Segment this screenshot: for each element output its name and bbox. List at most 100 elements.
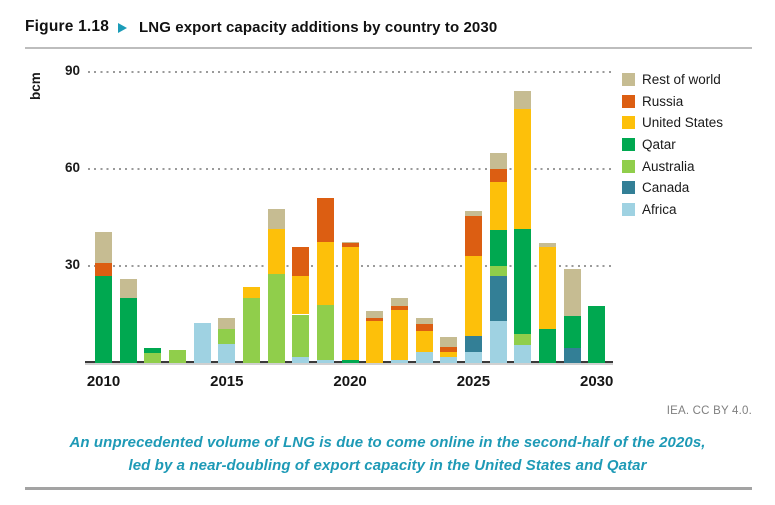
bar-2024-united-states	[440, 351, 458, 357]
bar-2022-united-states	[390, 309, 408, 360]
bar-2025-russia	[464, 215, 482, 257]
bar-2027-united-states	[514, 109, 532, 229]
legend-swatch-icon	[622, 94, 635, 108]
bar-2029-qatar	[563, 316, 581, 349]
legend-swatch-icon	[622, 138, 635, 152]
bar-2019-russia	[316, 198, 334, 242]
bar-2024-russia	[440, 346, 458, 352]
bar-2025-africa	[464, 351, 482, 363]
bar-2020-russia	[341, 243, 359, 247]
bar-2019-australia	[316, 304, 334, 360]
bar-2027-africa	[514, 345, 532, 363]
bar-2027-rest-of-world	[514, 91, 532, 110]
bar-2027-australia	[514, 333, 532, 346]
bar-2021-rest-of-world	[366, 311, 384, 318]
legend-swatch-icon	[622, 159, 635, 173]
caption-line-1: An unprecedented volume of LNG is due to…	[69, 434, 706, 451]
bar-2022-russia	[390, 306, 408, 310]
legend-label: Rest of world	[642, 72, 721, 88]
bar-2026-australia	[489, 266, 507, 276]
caption-line-2: led by a near-doubling of export capacit…	[128, 457, 647, 474]
y-tick-90: 90	[64, 63, 80, 78]
x-tick-2020: 2020	[333, 373, 367, 390]
bar-2010-qatar	[95, 275, 112, 363]
x-tick-2030: 2030	[580, 373, 614, 390]
legend-swatch-icon	[622, 202, 635, 216]
bar-2026-canada	[489, 275, 507, 321]
bar-2022-rest-of-world	[390, 298, 408, 307]
bar-2015-africa	[218, 343, 236, 363]
bar-2015-australia	[218, 329, 236, 344]
y-tick-30: 30	[64, 257, 80, 272]
bar-2019-united-states	[316, 241, 334, 305]
bar-2021-united-states	[366, 320, 384, 363]
legend-label: United States	[642, 115, 724, 131]
figure-header: Figure 1.18 LNG export capacity addition…	[25, 15, 497, 39]
bar-2020-rest-of-world	[341, 241, 359, 244]
figure-caption: An unprecedented volume of LNG is due to…	[0, 431, 775, 477]
bar-2024-africa	[440, 356, 458, 363]
top-divider	[25, 47, 752, 49]
bar-2029-rest-of-world	[563, 269, 581, 317]
bar-2018-australia	[292, 314, 310, 357]
bar-2020-qatar	[341, 359, 359, 363]
bar-2023-united-states	[415, 330, 433, 352]
legend-item-russia: Russia	[622, 91, 723, 113]
bar-2012-australia	[144, 353, 162, 363]
license-text: IEA. CC BY 4.0.	[666, 405, 752, 417]
bar-2016-united-states	[242, 287, 260, 299]
chart-legend: Rest of world Russia United States Qatar Aus…	[622, 69, 723, 220]
bar-2012-qatar	[144, 348, 162, 354]
bar-2023-africa	[415, 351, 433, 363]
bar-2018-africa	[292, 356, 310, 363]
figure-label: Figure 1.18	[25, 18, 110, 35]
bottom-divider	[25, 487, 752, 490]
bar-2026-russia	[489, 169, 507, 182]
bar-2022-africa	[390, 359, 408, 363]
bar-2013-australia	[168, 350, 186, 363]
bar-2027-qatar	[514, 228, 532, 334]
legend-swatch-icon	[622, 73, 635, 87]
y-axis-label: bcm	[28, 72, 43, 100]
bar-2030-qatar	[588, 306, 606, 363]
legend-item-united-states: United States	[622, 112, 723, 134]
bar-2029-canada	[563, 348, 581, 363]
bar-2026-rest-of-world	[489, 152, 507, 169]
bar-2019-africa	[316, 359, 334, 363]
legend-item-qatar: Qatar	[622, 134, 723, 156]
bar-2017-rest-of-world	[267, 209, 285, 229]
bar-2026-qatar	[489, 230, 507, 266]
legend-label: Africa	[642, 201, 677, 217]
legend-label: Russia	[642, 93, 684, 109]
gridline-90	[88, 71, 612, 73]
legend-item-rest-of-world: Rest of world	[622, 69, 723, 91]
bar-2028-qatar	[538, 329, 556, 363]
bar-2017-united-states	[267, 228, 285, 275]
bar-2028-united-states	[538, 246, 556, 330]
bar-2017-australia	[267, 274, 285, 363]
bar-2023-rest-of-world	[415, 317, 433, 325]
x-tick-2015: 2015	[210, 373, 244, 390]
bar-2026-africa	[489, 320, 507, 363]
bar-2011-qatar	[119, 298, 137, 363]
bar-2010-rest-of-world	[95, 232, 112, 263]
bar-2018-russia	[292, 246, 310, 276]
x-tick-2010: 2010	[86, 373, 121, 390]
bar-2018-united-states	[292, 275, 310, 315]
bar-2011-rest-of-world	[119, 278, 137, 299]
figure-title: LNG export capacity additions by country…	[139, 18, 498, 36]
bar-2026-united-states	[489, 181, 507, 231]
bar-2025-united-states	[464, 256, 482, 336]
figure-marker-icon	[118, 22, 128, 33]
legend-label: Canada	[642, 180, 690, 196]
bar-2010-russia	[95, 262, 112, 276]
legend-item-canada: Canada	[622, 177, 723, 199]
bar-2014-africa	[193, 322, 211, 363]
bar-2015-rest-of-world	[218, 317, 236, 330]
legend-swatch-icon	[622, 181, 635, 195]
bar-2023-russia	[415, 324, 433, 331]
legend-label: Australia	[642, 158, 695, 174]
y-tick-60: 60	[64, 160, 80, 175]
bar-2016-australia	[242, 298, 260, 363]
